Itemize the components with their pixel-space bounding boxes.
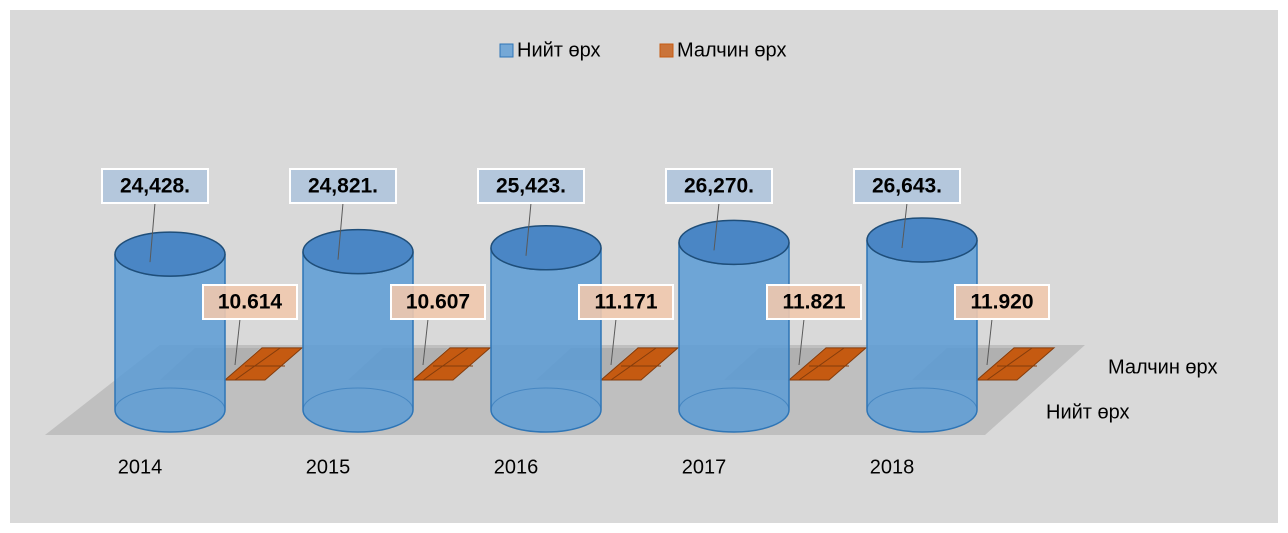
- x-tick-label: 2018: [870, 456, 915, 478]
- data-label: 10.607: [406, 291, 470, 314]
- cylinder: [866, 239, 978, 433]
- label-box: [954, 284, 1050, 320]
- cylinder-top: [678, 219, 790, 266]
- depth-label: Нийт өрх: [1046, 401, 1130, 423]
- plate: [975, 347, 1056, 381]
- data-label: 26,643.: [872, 175, 942, 198]
- plate: [223, 347, 304, 381]
- cylinder-bottom-rim: [678, 387, 790, 411]
- leader-line: [986, 318, 993, 366]
- plate: [599, 347, 680, 381]
- plate: [787, 347, 868, 381]
- leader-line: [149, 202, 156, 263]
- data-label: 11.821: [782, 291, 845, 314]
- cylinder: [490, 247, 602, 433]
- cylinder-bottom-rim: [114, 387, 226, 411]
- data-label: 24,821.: [308, 175, 378, 198]
- legend-swatch: [499, 43, 514, 58]
- x-tick-label: 2016: [494, 456, 539, 478]
- leader-line: [610, 318, 617, 366]
- leader-line: [713, 202, 720, 251]
- label-box: [665, 168, 773, 204]
- label-box: [202, 284, 298, 320]
- legend-label: Малчин өрх: [677, 39, 786, 61]
- x-tick-label: 2015: [306, 456, 351, 478]
- plate-edge: [234, 347, 285, 381]
- x-tick-label: 2017: [682, 456, 727, 478]
- data-label: 24,428.: [120, 175, 190, 198]
- label-box: [766, 284, 862, 320]
- cylinder: [114, 254, 226, 433]
- plate-edge: [798, 347, 849, 381]
- label-box: [101, 168, 209, 204]
- cylinder-bottom-rim: [866, 387, 978, 411]
- cylinder: [302, 251, 414, 433]
- data-label: 26,270.: [684, 175, 754, 198]
- x-tick-label: 2014: [118, 456, 163, 478]
- plate-edge: [610, 347, 661, 381]
- leader-line: [798, 318, 805, 366]
- legend-label: Нийт өрх: [517, 39, 601, 61]
- cylinder-top: [302, 228, 414, 275]
- cylinder: [678, 242, 790, 433]
- data-label: 11.920: [970, 291, 1033, 314]
- label-box: [477, 168, 585, 204]
- plate: [411, 347, 492, 381]
- cylinder-top: [114, 231, 226, 277]
- leader-line: [337, 202, 344, 260]
- cylinder-top: [866, 217, 978, 263]
- leader-line: [234, 318, 241, 366]
- depth-label: Малчин өрх: [1108, 356, 1217, 378]
- data-label: 10.614: [218, 291, 283, 314]
- label-box: [289, 168, 397, 204]
- cylinder-bottom-rim: [490, 387, 602, 411]
- plate-edge: [986, 347, 1037, 381]
- leader-line: [525, 202, 532, 256]
- data-label: 11.171: [594, 291, 657, 314]
- legend-swatch: [659, 43, 674, 58]
- leader-line: [422, 318, 429, 366]
- data-label: 25,423.: [496, 175, 566, 198]
- cylinder-bottom-rim: [302, 387, 414, 411]
- plate-edge: [422, 347, 473, 381]
- label-box: [853, 168, 961, 204]
- cylinder-top: [490, 225, 602, 271]
- label-box: [390, 284, 486, 320]
- leader-line: [901, 202, 908, 249]
- label-box: [578, 284, 674, 320]
